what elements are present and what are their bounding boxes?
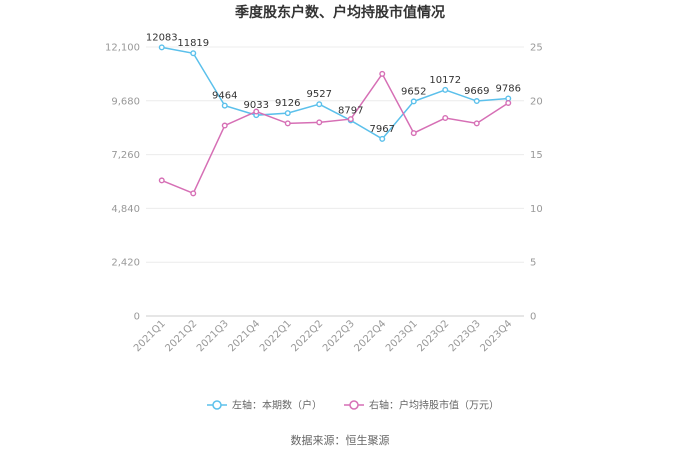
series-2-point[interactable] — [442, 115, 449, 122]
data-label: 10172 — [429, 75, 461, 86]
series-2-point[interactable] — [284, 120, 291, 127]
x-axis-tick-label: 2022Q4 — [353, 318, 389, 354]
series-2-point[interactable] — [221, 122, 228, 129]
series-2-point[interactable] — [473, 120, 480, 127]
left-axis-tick-label: 7,260 — [111, 150, 140, 161]
series-2-point[interactable] — [316, 119, 323, 126]
data-label: 9033 — [244, 100, 269, 111]
series-2-point[interactable] — [505, 99, 512, 106]
data-label: 7967 — [370, 124, 395, 135]
data-label: 9126 — [275, 98, 300, 109]
data-label: 9464 — [212, 91, 237, 102]
series-1-point[interactable] — [221, 102, 228, 109]
left-axis-tick-label: 2,420 — [111, 258, 140, 269]
series-1-point[interactable] — [442, 86, 449, 93]
left-axis-tick-label: 4,840 — [111, 204, 140, 215]
legend-item-2[interactable]: 右轴：户均持股市值（万元） — [344, 399, 499, 412]
x-axis-tick-label: 2021Q3 — [195, 318, 231, 354]
series-line-1 — [161, 46, 509, 140]
x-axis-tick-label: 2022Q2 — [290, 318, 326, 354]
data-label: 8797 — [338, 105, 363, 116]
x-axis-tick-label: 2021Q2 — [164, 318, 200, 354]
legend[interactable]: 左轴：本期数（户） 右轴：户均持股市值（万元） — [207, 399, 499, 412]
legend-item-1[interactable]: 左轴：本期数（户） — [207, 399, 322, 412]
legend-label: 右轴：户均持股市值（万元） — [369, 399, 499, 412]
x-axis-tick-label: 2021Q4 — [227, 318, 263, 354]
series-2-point[interactable] — [347, 116, 354, 123]
left-axis-tick-label: 9,680 — [111, 96, 140, 107]
x-axis-tick-label: 2022Q1 — [258, 318, 294, 354]
series-2-point[interactable] — [190, 190, 197, 197]
legend-circle-marker — [349, 400, 359, 410]
x-axis-tick-label: 2023Q3 — [447, 318, 483, 354]
data-label: 9786 — [496, 83, 521, 94]
right-axis-tick-label: 10 — [530, 204, 543, 215]
right-axis-tick-label: 0 — [530, 312, 536, 323]
chart-title: 季度股东户数、户均持股市值情况 — [234, 4, 445, 21]
series-2-point[interactable] — [379, 70, 386, 77]
series-1-point[interactable] — [473, 98, 480, 105]
series-1-point[interactable] — [158, 44, 165, 51]
legend-circle-marker — [212, 400, 222, 410]
series-1-point[interactable] — [190, 50, 197, 57]
series-1-point[interactable] — [284, 110, 291, 117]
x-axis-tick-label: 2023Q1 — [384, 318, 420, 354]
legend-label: 左轴：本期数（户） — [232, 399, 322, 412]
x-axis-tick-label: 2023Q4 — [479, 318, 515, 354]
series-1-point[interactable] — [316, 101, 323, 108]
x-axis-tick-label: 2022Q3 — [321, 318, 357, 354]
left-axis-tick-label: 0 — [134, 312, 140, 323]
series-2-point[interactable] — [158, 177, 165, 184]
x-axis-tick-label: 2021Q1 — [132, 318, 168, 354]
data-label: 9652 — [401, 86, 426, 97]
right-axis-tick-label: 5 — [530, 258, 536, 269]
series-line-2 — [161, 72, 509, 195]
series-1-point[interactable] — [410, 98, 417, 105]
right-axis-tick-label: 15 — [530, 150, 543, 161]
series-1-point[interactable] — [379, 135, 386, 142]
data-label: 12083 — [146, 32, 178, 43]
data-source-note: 数据来源：恒生聚源 — [291, 433, 390, 447]
series-2-point[interactable] — [410, 130, 417, 137]
series-layer — [158, 44, 512, 197]
data-label: 9527 — [307, 89, 332, 100]
right-axis-tick-label: 20 — [530, 96, 543, 107]
series-2-point[interactable] — [253, 108, 260, 115]
x-axis-tick-label: 2023Q2 — [416, 318, 452, 354]
data-label: 9669 — [464, 86, 489, 97]
left-axis-tick-label: 12,100 — [105, 43, 140, 54]
right-axis-tick-label: 25 — [530, 43, 543, 54]
data-label: 11819 — [177, 38, 209, 49]
